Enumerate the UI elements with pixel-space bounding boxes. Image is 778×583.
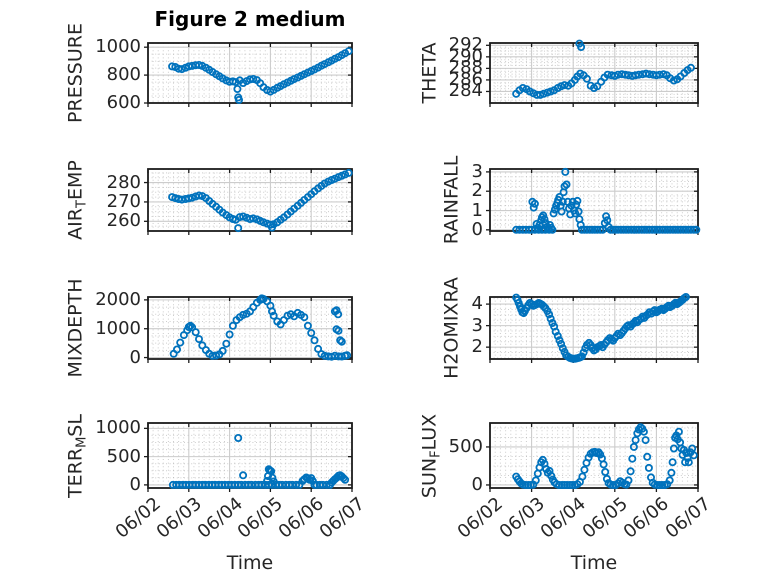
y-tick-label: 290 [448, 45, 483, 67]
y-tick-label: 600 [106, 92, 141, 113]
series-markers [512, 167, 701, 234]
y-axis-label-mixdepth: MIXDEPTH [65, 279, 90, 378]
subplot-sun-flux: SUNFLUX 0 500 06/02 06/03 06/04 06/05 06/06 06/… [419, 413, 715, 542]
series-markers [169, 294, 352, 361]
ylabel-subscript: T [74, 200, 90, 208]
y-tick-label: 292 [448, 34, 483, 56]
series-markers [168, 47, 353, 104]
axis-tick-marks [144, 423, 353, 492]
plot-area-mixdepth [144, 294, 353, 363]
figure-title: Figure 2 medium [154, 7, 346, 31]
y-tick-label: 286 [448, 68, 483, 90]
ylabel-text: TERR [64, 447, 87, 498]
ylabel-text: EMP [64, 160, 87, 201]
plot-area-rainfall [486, 167, 701, 235]
minor-grid [490, 169, 698, 231]
minor-grid [148, 43, 352, 103]
subplot-mixdepth: MIXDEPTH 0 1000 2000 [65, 279, 353, 378]
y-tick-label: 500 [448, 435, 483, 457]
ylabel-subscript: F [428, 449, 444, 458]
minor-grid [148, 423, 352, 488]
ylabel-text: SUN [418, 457, 441, 498]
plot-area-sun-flux [486, 422, 699, 492]
y-tick-label: 1 [471, 199, 483, 221]
ylabel-text: PRESSURE [64, 23, 87, 123]
y-tick-label: 500 [106, 445, 141, 467]
series-markers [512, 293, 690, 363]
y-tick-label: 0 [471, 218, 483, 240]
minor-grid [148, 297, 352, 359]
ylabel-text: RAINFALL [440, 155, 463, 245]
axes-box [489, 168, 699, 232]
series-markers [512, 39, 695, 99]
ylabel-text: H2OMIXRA [440, 277, 463, 379]
y-tick-label: 1000 [95, 317, 141, 339]
ylabel-text: MIXDEPTH [64, 278, 87, 378]
plot-area-terr-msl [144, 422, 353, 492]
minor-grid [490, 423, 698, 488]
axes-box [489, 296, 699, 360]
plot-area-pressure [144, 42, 353, 107]
axes-box [489, 422, 699, 489]
axis-tick-marks [486, 43, 699, 107]
axis-tick-marks [486, 169, 699, 235]
series-markers [512, 423, 698, 490]
major-grid [490, 169, 698, 231]
x-axis-label-time-right: Time [570, 552, 618, 574]
y-tick-label: 3 [471, 160, 483, 182]
y-tick-label: 1000 [95, 417, 141, 439]
subplot-theta: THETA 284 286 288 290 292 [419, 35, 699, 107]
series-markers [168, 433, 350, 489]
y-axis-label-sun-flux: SUNFLUX [419, 413, 444, 497]
axis-tick-marks [144, 297, 353, 363]
y-tick-label: 0 [471, 473, 483, 495]
y-axis-label-rainfall: RAINFALL [441, 156, 466, 245]
y-axis-label-pressure: PRESSURE [65, 23, 90, 123]
axis-tick-marks [144, 43, 353, 107]
y-tick-label: 0 [129, 473, 141, 495]
y-tick-label: 0 [129, 346, 141, 368]
y-tick-label: 4 [471, 293, 483, 315]
y-axis-label-theta: THETA [419, 42, 444, 103]
y-tick-label: 1000 [95, 36, 141, 58]
y-tick-label: 270 [106, 190, 141, 212]
plot-area-air-temp [144, 168, 353, 235]
plot-area-theta [486, 39, 699, 107]
axes-box [147, 168, 353, 232]
y-tick-label: 260 [106, 210, 141, 232]
y-axis-label-air-temp: AIRTEMP [65, 160, 90, 240]
plot-area-h2omixra [486, 293, 699, 363]
y-tick-label: 800 [106, 64, 141, 86]
axes-box [147, 296, 353, 360]
axes-box [147, 42, 353, 104]
ylabel-subscript: M [74, 436, 90, 448]
series-markers [168, 168, 353, 233]
y-tick-label: 280 [106, 171, 141, 193]
ylabel-text: SL [64, 413, 87, 437]
subplot-pressure: PRESSURE 600 800 1000 [65, 23, 353, 123]
axes-box [489, 42, 699, 104]
y-tick-label: 2000 [95, 288, 141, 310]
y-tick-label: 288 [448, 57, 483, 79]
y-axis-label-h2omixra: H2OMIXRA [441, 277, 466, 379]
y-tick-label: 2 [471, 336, 483, 358]
subplot-air-temp: AIRTEMP 260 270 280 [65, 160, 353, 240]
y-axis-label-terr-msl: TERRMSL [65, 414, 90, 498]
y-tick-label: 3 [471, 314, 483, 336]
y-tick-label: 2 [471, 180, 483, 202]
subplot-terr-msl: TERRMSL 0 500 1000 06/02 06/03 06/04 06/05 06/0… [65, 414, 369, 543]
y-tick-label: 284 [448, 80, 483, 102]
x-axis-label-time-left: Time [226, 552, 274, 574]
ylabel-text: THETA [418, 42, 441, 104]
ylabel-text: AIR [64, 208, 87, 240]
ylabel-text: LUX [418, 413, 441, 450]
